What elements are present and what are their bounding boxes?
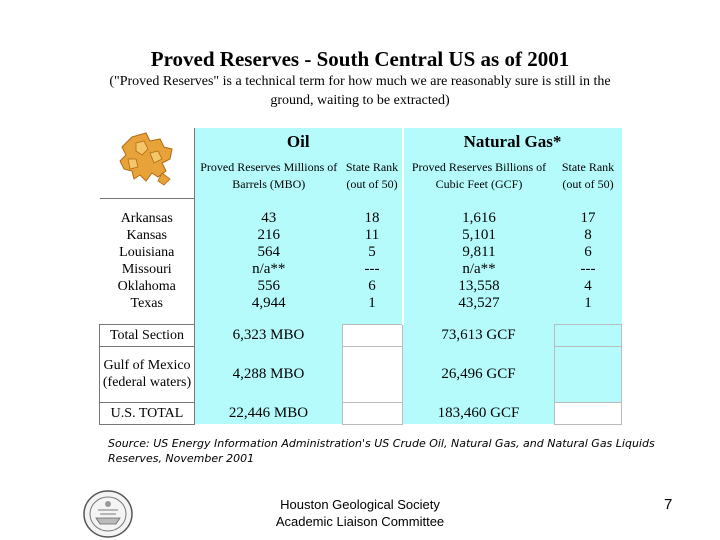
page-number: 7 [664, 496, 673, 513]
total-section-gas: 73,613 GCF [402, 324, 555, 346]
reserves-table: Oil Natural Gas* Proved Reserves Million… [99, 128, 622, 425]
gas-reserve-value: n/a** [462, 261, 496, 277]
hgs-seal-icon [83, 490, 133, 538]
blank-cell [342, 323, 403, 347]
state-name: Texas [130, 296, 163, 311]
total-section-label: Total Section [99, 323, 195, 347]
footer-line-1: Houston Geological Society [280, 497, 440, 512]
oil-reserve-value: 4,944 [251, 295, 286, 311]
state-name: Arkansas [120, 211, 173, 226]
us-total-oil: 22,446 MBO [194, 402, 343, 424]
gas-reserve-value: 13,558 [458, 278, 500, 294]
oil-reserve-value: 564 [257, 244, 281, 260]
oil-reserve-value: 43 [261, 210, 277, 226]
gulf-oil: 4,288 MBO [194, 346, 343, 402]
oil-reserves-cell: 43 216 564 n/a** 556 4,944 [194, 198, 343, 324]
us-total-gas: 183,460 GCF [402, 402, 555, 424]
oil-rank-value: 6 [368, 277, 376, 294]
south-central-us-map-icon [119, 132, 173, 186]
oil-reserve-value: 216 [257, 227, 281, 243]
gas-rank-cell: 17 8 6 --- 4 1 [554, 198, 622, 324]
oil-rank-value: 11 [364, 226, 380, 243]
oil-reserve-value: n/a** [252, 261, 286, 277]
oil-rank-value: 5 [368, 243, 376, 260]
gas-reserve-value: 43,527 [458, 295, 500, 311]
source-note: Source: US Energy Information Administra… [108, 437, 655, 465]
gas-rank-value: 4 [584, 277, 592, 294]
oil-reserves-header: Proved Reserves Millions of Barrels (MBO… [194, 154, 343, 198]
state-name: Missouri [121, 262, 172, 277]
gulf-label: Gulf of Mexico (federal waters) [99, 345, 195, 403]
gas-reserves-header: Proved Reserves Billions of Cubic Feet (… [401, 154, 555, 198]
oil-rank-cell: 18 11 5 --- 6 1 [342, 198, 403, 324]
oil-rank-value: 1 [368, 294, 376, 311]
gas-reserve-value: 9,811 [462, 244, 496, 260]
gas-rank-value: --- [580, 260, 596, 277]
us-total-label: U.S. TOTAL [99, 401, 195, 425]
gas-header: Natural Gas* [401, 128, 622, 154]
blank-cell [554, 345, 622, 403]
gas-rank-value: 1 [584, 294, 592, 311]
total-section-oil: 6,323 MBO [194, 324, 343, 346]
gulf-gas: 26,496 GCF [402, 346, 555, 402]
state-name: Kansas [126, 228, 167, 243]
slide-subtitle: ("Proved Reserves" is a technical term f… [109, 74, 611, 108]
oil-header: Oil [194, 128, 403, 154]
gas-reserve-value: 1,616 [462, 210, 496, 226]
state-name: Oklahoma [117, 279, 176, 294]
state-name: Louisiana [119, 245, 175, 260]
state-names-cell: Arkansas Kansas Louisiana Missouri Oklah… [99, 197, 195, 324]
gas-reserves-cell: 1,616 5,101 9,811 n/a** 13,558 43,527 [401, 198, 555, 324]
oil-reserve-value: 556 [257, 278, 281, 294]
map-cell [99, 128, 195, 198]
blank-cell [342, 345, 403, 403]
blank-cell [554, 323, 622, 347]
gas-rank-value: 17 [580, 209, 596, 226]
gas-reserve-value: 5,101 [462, 227, 496, 243]
oil-rank-value: --- [364, 260, 380, 277]
slide-title: Proved Reserves - South Central US as of… [150, 47, 570, 71]
blank-cell [554, 401, 622, 425]
blank-cell [342, 401, 403, 425]
gas-rank-value: 8 [584, 226, 592, 243]
footer: Houston Geological Society Academic Liai… [230, 496, 490, 530]
gas-rank-header: State Rank (out of 50) [554, 154, 622, 198]
footer-line-2: Academic Liaison Committee [275, 514, 445, 529]
oil-rank-header: State Rank (out of 50) [342, 154, 403, 198]
oil-rank-value: 18 [364, 209, 380, 226]
gas-rank-value: 6 [584, 243, 592, 260]
